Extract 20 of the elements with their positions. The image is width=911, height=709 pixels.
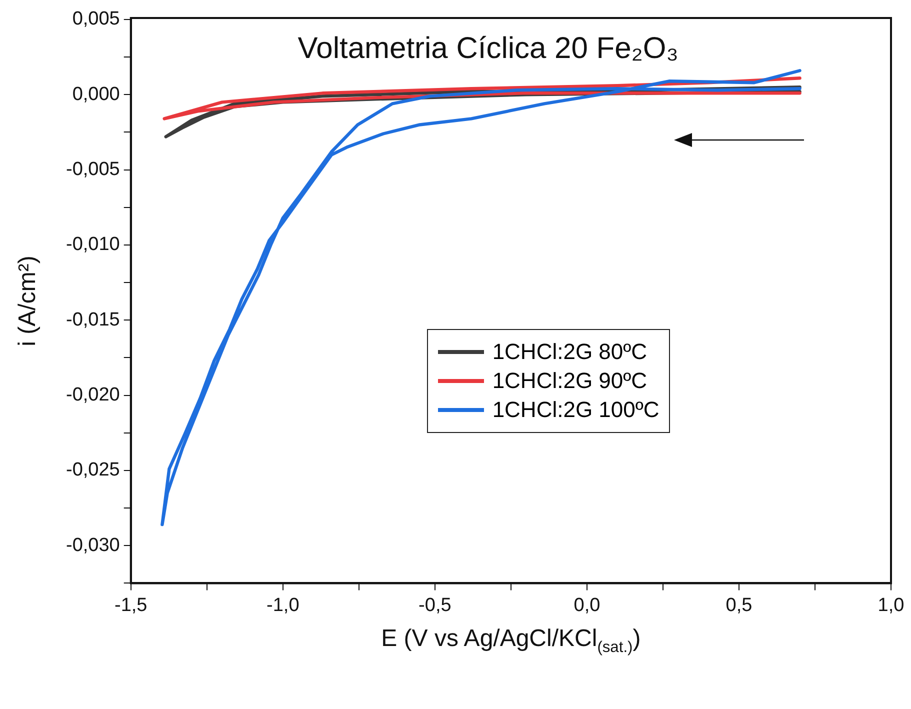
- text: Voltametria Cíclica 20 Fe₂O₃: [298, 32, 678, 66]
- y-tick-label: -0,005: [66, 159, 120, 180]
- x-tick-label: -1,0: [266, 594, 300, 616]
- x-tick-label: 1,0: [878, 594, 904, 616]
- legend-label: 1CHCl:2G 90ºC: [492, 368, 648, 394]
- x-tick-label: -1,5: [114, 594, 148, 616]
- legend-label: 1CHCl:2G 80ºC: [492, 338, 648, 365]
- x-axis-title: E (V vs Ag/AgCl/KCl$_{(sat.)}$): [381, 625, 641, 657]
- y-tick-label: 0,000: [72, 84, 120, 105]
- y-axis-title: i (A/cm²): [14, 255, 42, 346]
- x-tick-label: -0,5: [418, 594, 452, 616]
- y-tick-label: 0,005: [72, 8, 120, 30]
- legend-label: 1CHCl:2G 100ºC: [492, 396, 660, 423]
- y-tick-label: -0,020: [66, 384, 120, 406]
- x-tick-label: 0,5: [726, 594, 752, 616]
- y-tick-label: -0,030: [66, 534, 120, 556]
- y-tick-label: -0,025: [66, 460, 120, 481]
- x-tick-label: 0,0: [574, 594, 600, 616]
- y-tick-label: -0,015: [66, 309, 120, 330]
- y-tick-label: -0,010: [66, 234, 120, 256]
